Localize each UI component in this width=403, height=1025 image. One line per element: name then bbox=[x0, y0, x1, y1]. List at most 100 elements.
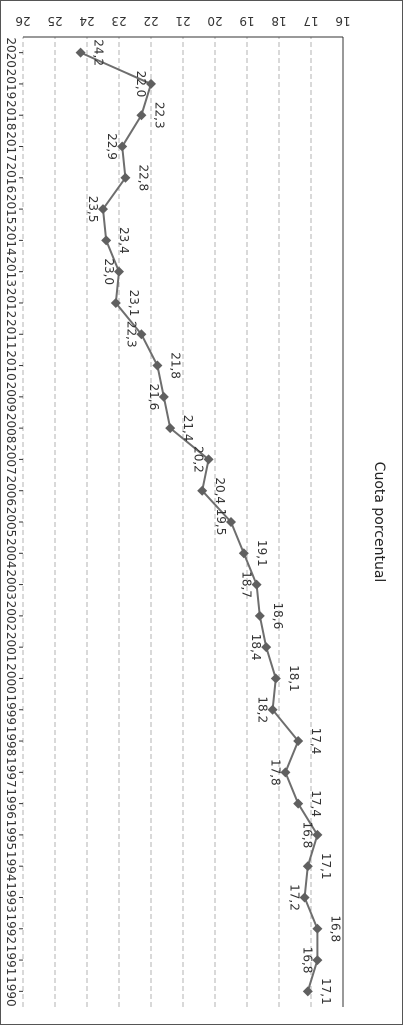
data-labels: 17,1 16,8 16,8 17,2 17,1 16,8 17,4 17,8 17,4 18,2… bbox=[86, 39, 342, 1004]
data-point bbox=[152, 360, 163, 371]
y-tick-label: 21 bbox=[175, 14, 190, 28]
x-tick-label: 2015 bbox=[4, 194, 18, 225]
y-tick-label: 23 bbox=[111, 14, 126, 28]
x-tick-label: 2014 bbox=[4, 225, 18, 256]
grid-lines bbox=[22, 37, 312, 1007]
data-label: 23,5 bbox=[86, 196, 100, 223]
data-label: 17,1 bbox=[319, 978, 333, 1005]
y-tick-label: 26 bbox=[15, 14, 30, 28]
x-tick-label: 2001 bbox=[4, 632, 18, 663]
x-tick-label: 2019 bbox=[4, 69, 18, 100]
x-tick-label: 2010 bbox=[4, 350, 18, 381]
y-tick-label: 25 bbox=[47, 14, 62, 28]
x-tick-label: 2016 bbox=[4, 163, 18, 194]
x-tick-label: 1998 bbox=[4, 726, 18, 757]
y-axis-label: Cuota porcentual bbox=[371, 462, 387, 583]
data-label: 22,0 bbox=[134, 71, 148, 98]
data-label: 19,5 bbox=[214, 509, 228, 536]
y-tick-label: 20 bbox=[207, 14, 222, 28]
rotated-chart-group: 1617181920212223242526199019911992199319… bbox=[4, 14, 387, 1007]
data-point bbox=[120, 172, 131, 183]
data-label: 17,8 bbox=[268, 759, 282, 786]
data-point bbox=[254, 610, 265, 621]
x-tick-label: 1995 bbox=[4, 820, 18, 851]
data-point bbox=[293, 736, 304, 747]
data-label: 18,7 bbox=[240, 571, 254, 598]
data-label: 18,6 bbox=[271, 603, 285, 630]
data-label: 18,1 bbox=[287, 665, 301, 692]
data-point bbox=[312, 923, 323, 934]
data-point bbox=[270, 673, 281, 684]
data-label: 17,4 bbox=[309, 790, 323, 817]
x-tick-label: 2017 bbox=[4, 131, 18, 162]
x-tick-label: 2012 bbox=[4, 288, 18, 319]
data-label: 22,8 bbox=[136, 164, 150, 191]
data-label: 23,4 bbox=[117, 227, 131, 254]
data-point bbox=[136, 110, 147, 121]
data-label: 24,2 bbox=[92, 39, 106, 66]
x-tick-label: 2005 bbox=[4, 507, 18, 538]
data-label: 22,3 bbox=[124, 321, 138, 348]
x-tick-label: 2007 bbox=[4, 444, 18, 475]
data-point bbox=[110, 297, 121, 308]
data-label: 16,8 bbox=[328, 915, 342, 942]
data-points bbox=[75, 47, 323, 997]
x-tick-label: 2013 bbox=[4, 256, 18, 287]
y-tick-label: 19 bbox=[239, 14, 254, 28]
x-tick-label: 2003 bbox=[4, 569, 18, 600]
data-label: 16,8 bbox=[300, 822, 314, 849]
data-point bbox=[75, 47, 86, 58]
data-label: 23,0 bbox=[102, 258, 116, 285]
data-point bbox=[238, 548, 249, 559]
x-tick-label: 1994 bbox=[4, 851, 18, 882]
series-line bbox=[80, 51, 319, 992]
data-label: 23,1 bbox=[127, 290, 141, 317]
tick-labels: 1617181920212223242526199019911992199319… bbox=[4, 14, 351, 1007]
data-label: 18,4 bbox=[249, 634, 263, 661]
y-tick-label: 16 bbox=[335, 14, 350, 28]
x-tick-label: 1992 bbox=[4, 914, 18, 945]
y-tick-label: 24 bbox=[79, 14, 94, 28]
data-point bbox=[261, 642, 272, 653]
x-tick-label: 2004 bbox=[4, 538, 18, 569]
data-point bbox=[312, 829, 323, 840]
x-tick-label: 1993 bbox=[4, 882, 18, 913]
data-point bbox=[226, 517, 236, 527]
x-tick-label: 1999 bbox=[4, 694, 18, 725]
data-point bbox=[203, 454, 214, 465]
data-label: 22,9 bbox=[105, 133, 119, 160]
x-tick-label: 1990 bbox=[4, 976, 18, 1007]
data-point bbox=[136, 329, 147, 340]
data-label: 18,2 bbox=[256, 696, 270, 723]
data-label: 19,1 bbox=[255, 540, 269, 567]
data-label: 17,4 bbox=[309, 728, 323, 755]
data-label: 22,3 bbox=[152, 102, 166, 129]
data-point bbox=[302, 861, 313, 872]
x-tick-label: 2018 bbox=[4, 100, 18, 131]
data-label: 17,2 bbox=[288, 884, 302, 911]
data-point bbox=[158, 391, 169, 402]
data-point bbox=[146, 78, 156, 89]
data-point bbox=[165, 423, 176, 434]
data-label: 21,6 bbox=[147, 383, 161, 410]
data-label: 21,4 bbox=[181, 415, 195, 442]
data-point bbox=[267, 704, 278, 715]
x-tick-label: 1996 bbox=[4, 788, 18, 819]
data-point bbox=[293, 798, 304, 809]
data-point bbox=[197, 485, 208, 496]
axes bbox=[23, 36, 344, 1007]
data-point bbox=[302, 986, 313, 997]
data-label: 20,4 bbox=[213, 477, 227, 504]
y-tick-label: 17 bbox=[303, 14, 318, 28]
y-tick-label: 22 bbox=[143, 14, 158, 28]
data-point bbox=[101, 235, 112, 246]
x-tick-label: 2008 bbox=[4, 413, 18, 444]
data-label: 20,2 bbox=[192, 446, 206, 473]
x-tick-label: 2011 bbox=[4, 319, 18, 350]
x-tick-label: 2002 bbox=[4, 601, 18, 632]
y-tick-label: 18 bbox=[271, 14, 286, 28]
x-tick-label: 2009 bbox=[4, 382, 18, 413]
data-point bbox=[98, 204, 108, 215]
